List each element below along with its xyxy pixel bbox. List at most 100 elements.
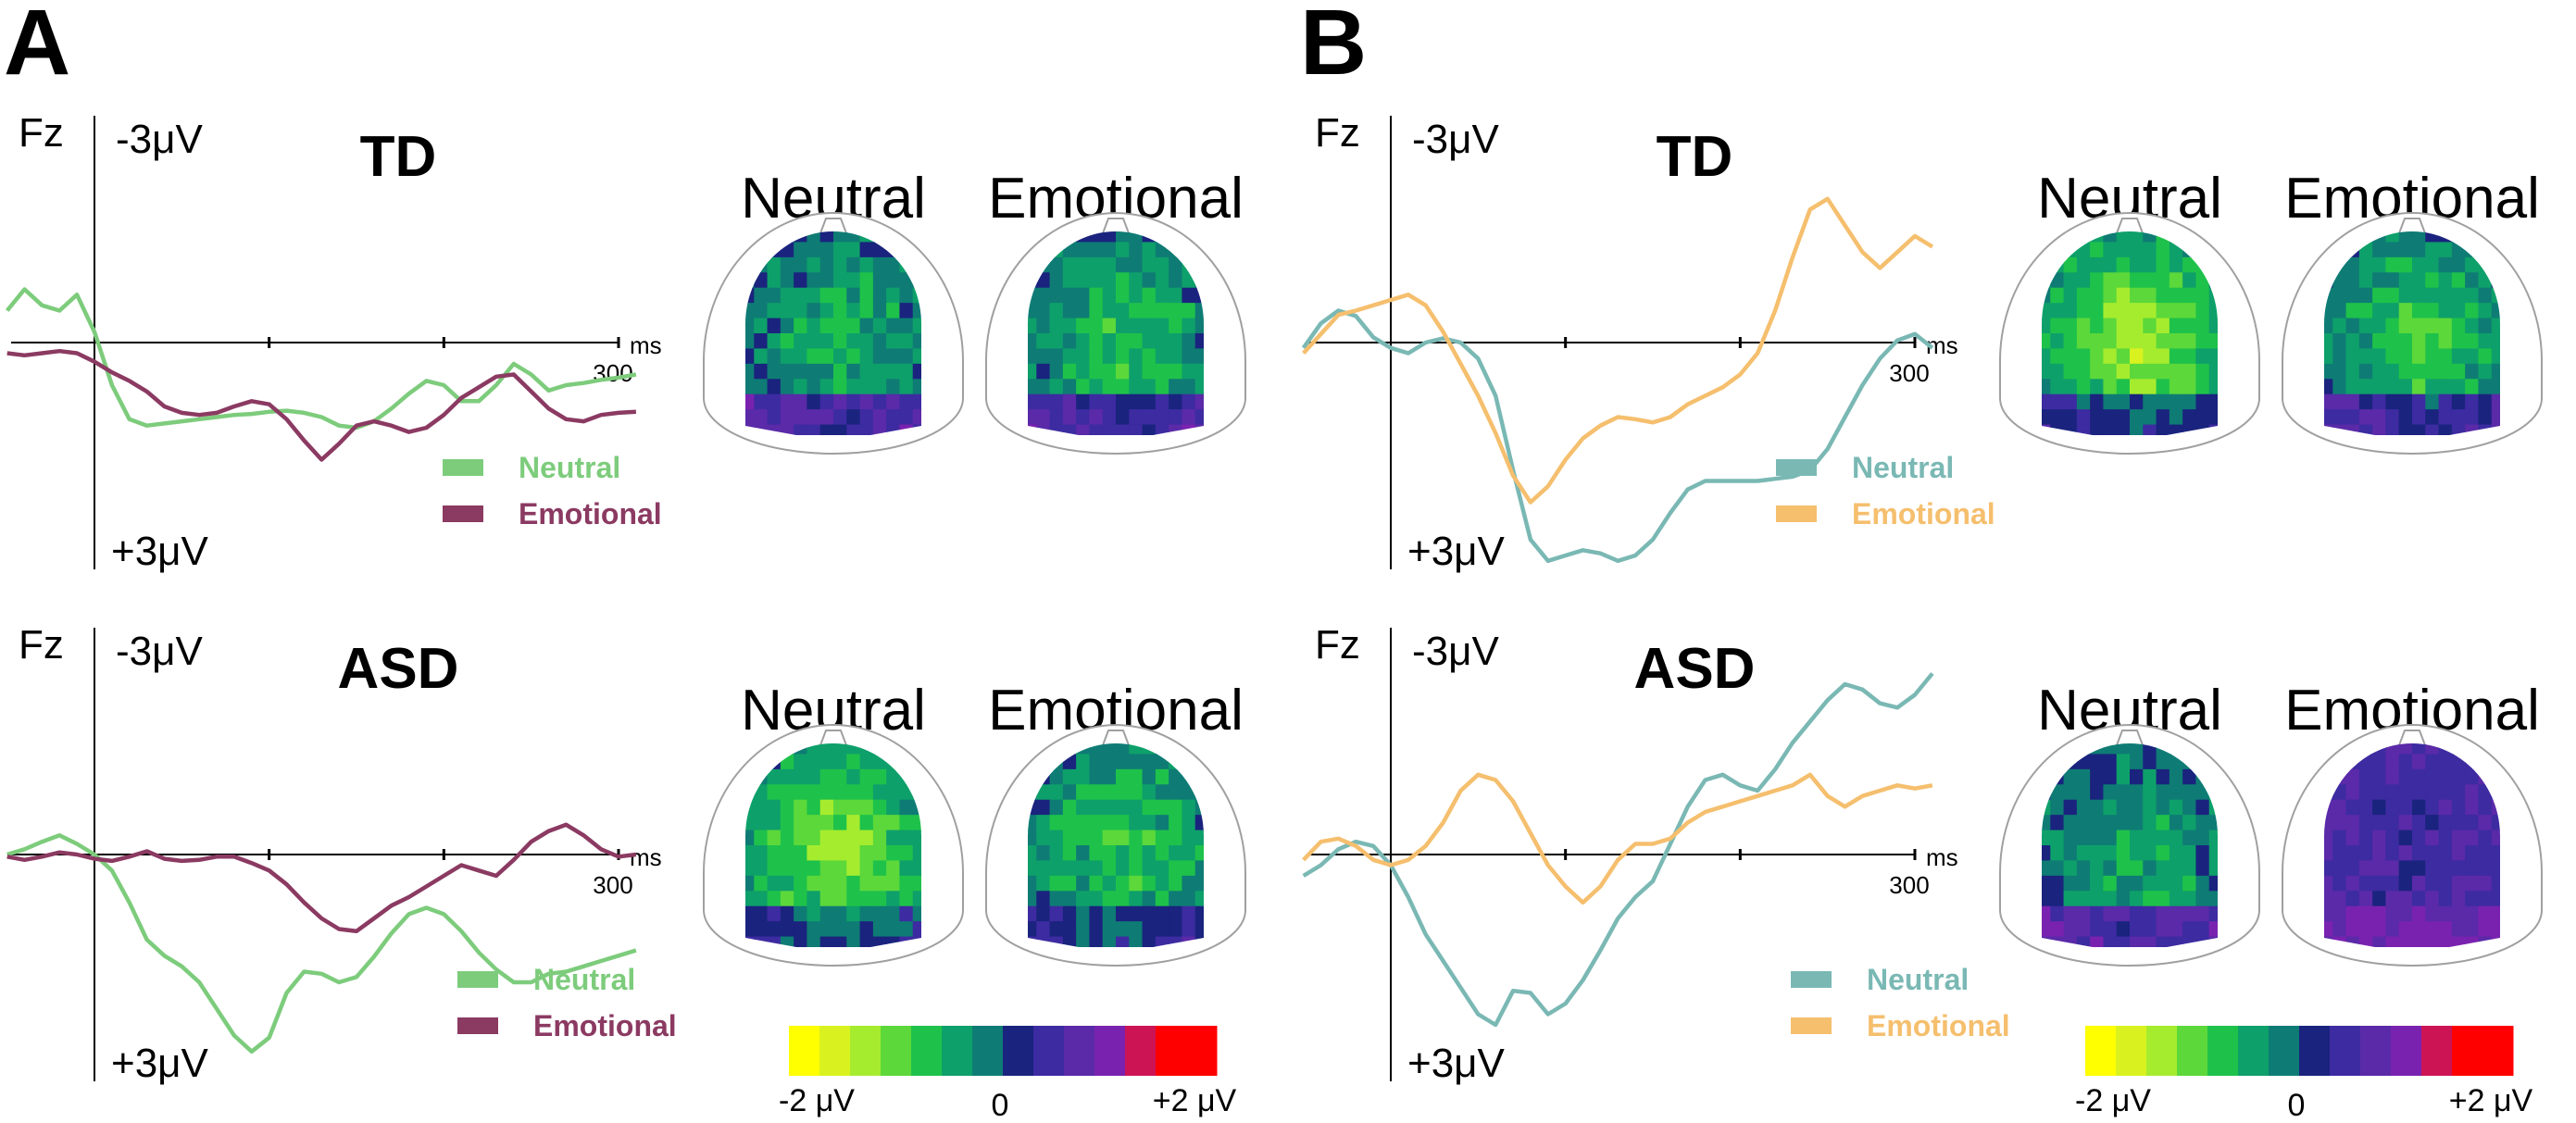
y-bottom-label: +3μV xyxy=(1407,529,1506,574)
colorbar-cell xyxy=(972,1026,1004,1076)
panel-letter: B xyxy=(1300,0,1367,94)
x-unit-label: ms xyxy=(1926,843,1958,871)
colorbar-cell xyxy=(2330,1026,2361,1076)
topomap-head xyxy=(985,724,1246,967)
colorbar-cell xyxy=(1156,1026,1187,1076)
colorbar-max-label: +2 μV xyxy=(1153,1083,1237,1118)
channel-label: Fz xyxy=(1315,110,1360,156)
nose-icon xyxy=(2398,218,2426,234)
group-title: TD xyxy=(1657,125,1733,189)
series-line-neutral xyxy=(1301,308,1934,564)
colorbar-cell xyxy=(1033,1026,1065,1076)
colorbar-cell xyxy=(1186,1026,1218,1076)
nose-icon xyxy=(1102,730,1130,746)
legend-swatch xyxy=(1791,971,1832,988)
colorbar-cell xyxy=(2360,1026,2392,1076)
colorbar-cell xyxy=(2177,1026,2208,1076)
legend-label: Emotional xyxy=(533,1009,677,1042)
colorbar-cell xyxy=(789,1026,820,1076)
group-title: ASD xyxy=(1634,637,1756,701)
topomap-head xyxy=(703,724,964,967)
topomap-head xyxy=(2282,212,2543,455)
erp-plot-td: Fz -3μV+3μVTDms300NeutralEmotionalNeutral… xyxy=(5,110,1246,574)
erp-plot-asd: Fz -3μV+3μVASDms300NeutralEmotionalNeutra… xyxy=(1302,622,2543,1086)
x-end-label: 300 xyxy=(593,871,632,899)
colorbar-mid-label: 0 xyxy=(2288,1088,2306,1123)
legend-swatch xyxy=(443,505,483,522)
legend-label: Emotional xyxy=(1852,497,1995,530)
legend-label: Neutral xyxy=(533,963,635,996)
nose-icon xyxy=(2116,730,2144,746)
x-end-label: 300 xyxy=(593,359,632,387)
panel-a: AFz -3μV+3μVTDms300NeutralEmotionalNeutra… xyxy=(4,0,1246,1123)
colorbar-cell xyxy=(942,1026,973,1076)
x-unit-label: ms xyxy=(630,331,662,359)
group-title: ASD xyxy=(338,637,459,701)
colorbar-cell xyxy=(1064,1026,1095,1076)
legend-label: Neutral xyxy=(1852,451,1954,484)
y-top-label: -3μV xyxy=(1412,117,1499,162)
colorbar-cell xyxy=(819,1026,851,1076)
series-line-emotional xyxy=(1302,772,1933,905)
erp-plot-td: Fz -3μV+3μVTDms300NeutralEmotionalNeutral… xyxy=(1301,110,2543,574)
topomap-head xyxy=(985,212,1246,455)
colorbar-min-label: -2 μV xyxy=(779,1083,855,1118)
colorbar-cell xyxy=(2482,1026,2514,1076)
topomap-head xyxy=(2282,724,2543,967)
x-end-label: 300 xyxy=(1889,871,1929,899)
series-line-neutral xyxy=(6,833,637,1054)
panel-letter: A xyxy=(4,0,70,94)
legend-swatch xyxy=(1791,1017,1832,1034)
legend-label: Neutral xyxy=(519,451,620,484)
colorbar: -2 μV 0 +2 μV xyxy=(2075,1026,2533,1123)
colorbar-cell xyxy=(1003,1026,1034,1076)
channel-label: Fz xyxy=(1315,622,1360,668)
series-line-neutral xyxy=(5,287,637,430)
y-bottom-label: +3μV xyxy=(1407,1041,1506,1086)
nose-icon xyxy=(819,730,847,746)
series-line-emotional xyxy=(6,822,637,934)
x-unit-label: ms xyxy=(630,843,662,871)
colorbar: -2 μV 0 +2 μV xyxy=(779,1026,1237,1123)
topomap-head xyxy=(1999,724,2260,967)
colorbar-min-label: -2 μV xyxy=(2075,1083,2151,1118)
erp-plot-asd: Fz -3μV+3μVASDms300NeutralEmotionalNeutra… xyxy=(6,622,1246,1086)
y-bottom-label: +3μV xyxy=(111,1041,209,1086)
legend-swatch xyxy=(457,971,498,988)
colorbar-max-label: +2 μV xyxy=(2449,1083,2533,1118)
colorbar-cell xyxy=(1125,1026,1157,1076)
legend-swatch xyxy=(1776,505,1817,522)
legend-swatch xyxy=(1776,459,1817,476)
legend-label: Neutral xyxy=(1867,963,1969,996)
colorbar-cell xyxy=(2116,1026,2147,1076)
colorbar-cell xyxy=(2452,1026,2483,1076)
colorbar-cell xyxy=(881,1026,912,1076)
nose-icon xyxy=(2116,218,2144,234)
channel-label: Fz xyxy=(19,110,64,156)
nose-icon xyxy=(1102,218,1130,234)
colorbar-cell xyxy=(1094,1026,1126,1076)
legend-swatch xyxy=(457,1017,498,1034)
group-title: TD xyxy=(360,125,437,189)
topomap-surface xyxy=(1028,231,1204,435)
y-top-label: -3μV xyxy=(116,117,203,162)
channel-label: Fz xyxy=(19,622,64,668)
nose-icon xyxy=(819,218,847,234)
colorbar-cell xyxy=(2238,1026,2270,1076)
series-line-emotional xyxy=(1302,196,1934,505)
legend-label: Emotional xyxy=(519,497,662,530)
colorbar-cell xyxy=(2269,1026,2300,1076)
topomap-surface xyxy=(2042,231,2218,435)
nose-icon xyxy=(2398,730,2426,746)
colorbar-cell xyxy=(2146,1026,2178,1076)
colorbar-cell xyxy=(2085,1026,2117,1076)
series-line-neutral xyxy=(1302,672,1934,1028)
legend-swatch xyxy=(443,459,483,476)
y-bottom-label: +3μV xyxy=(111,529,209,574)
colorbar-mid-label: 0 xyxy=(992,1088,1009,1123)
colorbar-cell xyxy=(2421,1026,2453,1076)
colorbar-cell xyxy=(911,1026,943,1076)
legend-label: Emotional xyxy=(1867,1009,2010,1042)
